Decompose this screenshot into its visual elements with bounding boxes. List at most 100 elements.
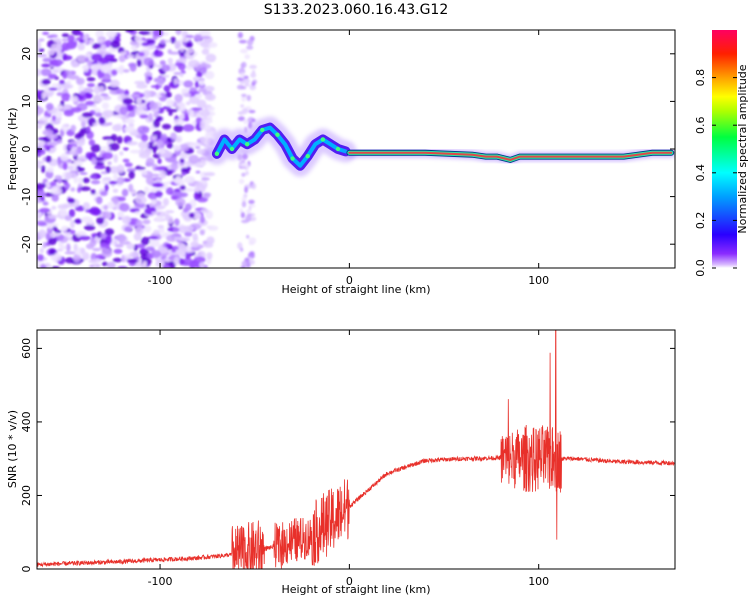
noise-blob	[147, 76, 153, 81]
noise-blob	[237, 111, 244, 115]
noise-blob	[80, 90, 86, 95]
noise-blob	[98, 116, 106, 125]
noise-blob	[49, 59, 59, 67]
colorbar-gradient	[712, 30, 737, 268]
noise-blob	[104, 183, 109, 192]
noise-blob	[173, 78, 178, 85]
noise-blob	[145, 176, 155, 185]
noise-blob	[237, 32, 243, 39]
noise-blob	[40, 68, 52, 77]
noise-blob	[108, 142, 120, 151]
spectrogram-noise	[37, 30, 258, 268]
noise-blob	[200, 136, 205, 146]
noise-blob	[167, 215, 174, 225]
noise-blob	[37, 68, 42, 77]
spectrogram-x-tick-label: 0	[346, 274, 353, 287]
figure-title: S133.2023.060.16.43.G12	[264, 2, 449, 18]
noise-blob	[239, 247, 244, 252]
noise-blob	[142, 219, 151, 225]
noise-blob	[81, 216, 93, 223]
noise-blob	[177, 62, 186, 71]
noise-blob	[173, 119, 185, 126]
noise-blob	[102, 177, 112, 181]
noise-blob	[37, 124, 42, 129]
noise-blob	[88, 259, 97, 264]
noise-blob	[130, 40, 138, 46]
noise-blob	[42, 57, 53, 63]
noise-blob	[89, 264, 94, 268]
noise-blob	[113, 240, 118, 246]
noise-blob	[185, 245, 192, 253]
noise-blob	[176, 102, 186, 112]
noise-blob	[70, 124, 77, 132]
noise-blob	[50, 187, 62, 195]
noise-blob	[161, 74, 170, 78]
snr-x-tick-label: -100	[148, 575, 173, 588]
noise-blob	[65, 257, 75, 264]
noise-blob	[94, 164, 106, 170]
noise-blob	[201, 177, 211, 181]
noise-blob	[54, 110, 63, 119]
noise-blob	[126, 243, 135, 250]
noise-blob	[249, 259, 255, 265]
noise-blob	[107, 122, 113, 126]
noise-blob	[101, 102, 110, 110]
ridge-core	[348, 151, 673, 161]
noise-blob	[74, 219, 82, 224]
noise-blob	[67, 171, 78, 179]
noise-blob	[246, 39, 254, 46]
noise-blob	[173, 256, 180, 266]
noise-blob	[252, 70, 256, 74]
noise-blob	[250, 72, 257, 78]
noise-blob	[127, 111, 136, 118]
noise-blob	[46, 146, 51, 152]
noise-blob	[82, 64, 90, 73]
noise-blob	[203, 242, 214, 248]
noise-blob	[70, 107, 82, 113]
noise-blob	[42, 201, 49, 206]
noise-blob	[182, 246, 188, 253]
snr-y-ticks: 0 200 400 600	[20, 338, 675, 573]
noise-blob	[185, 41, 193, 48]
noise-blob	[153, 229, 160, 235]
noise-blob	[249, 204, 256, 208]
noise-blob	[176, 192, 189, 198]
noise-blob	[74, 133, 83, 140]
noise-blob	[182, 124, 195, 132]
noise-blob	[150, 84, 163, 89]
noise-blob	[175, 30, 182, 36]
oscillation-peak	[244, 142, 250, 147]
colorbar-label: Normalized spectral amplitude	[736, 64, 749, 233]
noise-blob	[160, 133, 168, 142]
noise-blob	[103, 204, 109, 211]
noise-blob	[117, 211, 125, 219]
colorbar-tick-label: 0.6	[694, 116, 707, 134]
noise-blob	[144, 186, 150, 194]
noise-blob	[126, 168, 136, 173]
noise-blob	[134, 80, 146, 85]
noise-blob	[48, 225, 54, 229]
noise-blob	[200, 41, 211, 48]
noise-blob	[178, 143, 190, 152]
noise-blob	[112, 198, 119, 205]
oscillation-peak	[335, 146, 341, 152]
noise-blob	[243, 78, 251, 84]
noise-blob	[95, 30, 104, 39]
noise-blob	[105, 166, 111, 174]
noise-blob	[203, 172, 216, 177]
noise-blob	[244, 83, 250, 87]
noise-blob	[79, 172, 88, 175]
noise-blob	[90, 189, 96, 195]
noise-blob	[244, 186, 249, 194]
noise-blob	[49, 181, 57, 187]
noise-blob	[128, 170, 135, 180]
noise-blob	[91, 53, 103, 62]
noise-blob	[101, 152, 114, 160]
noise-blob	[93, 85, 101, 95]
noise-blob	[90, 144, 101, 153]
spectrogram-x-tick-label: -100	[148, 274, 173, 287]
noise-blob	[201, 48, 210, 55]
noise-blob	[151, 199, 157, 205]
noise-blob	[116, 136, 123, 144]
snr-y-tick-label: 0	[20, 566, 33, 573]
